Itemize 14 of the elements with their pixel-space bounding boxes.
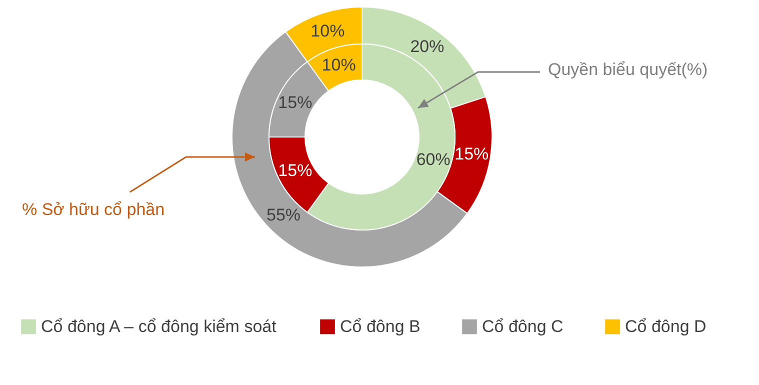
data-label: 55% [266, 205, 301, 224]
data-label: 15% [454, 144, 489, 164]
slice-label: % Sở hữu cổ phần [22, 200, 165, 220]
data-label: 60% [416, 150, 450, 170]
data-label: 15% [278, 92, 312, 112]
legend-label: Cổ đông C [482, 316, 564, 336]
data-label: 15% [278, 161, 312, 180]
legend-label: Cổ đông D [625, 316, 706, 336]
legend-label: Cổ đông A – cổ đông kiểm soát [41, 316, 277, 336]
data-label: 20% [410, 37, 444, 56]
slice-label: Quyền biểu quyết(%) [548, 60, 708, 80]
data-label: 10% [310, 21, 345, 40]
data-label: 10% [322, 56, 356, 75]
legend-label: Cổ đông B [340, 316, 420, 336]
